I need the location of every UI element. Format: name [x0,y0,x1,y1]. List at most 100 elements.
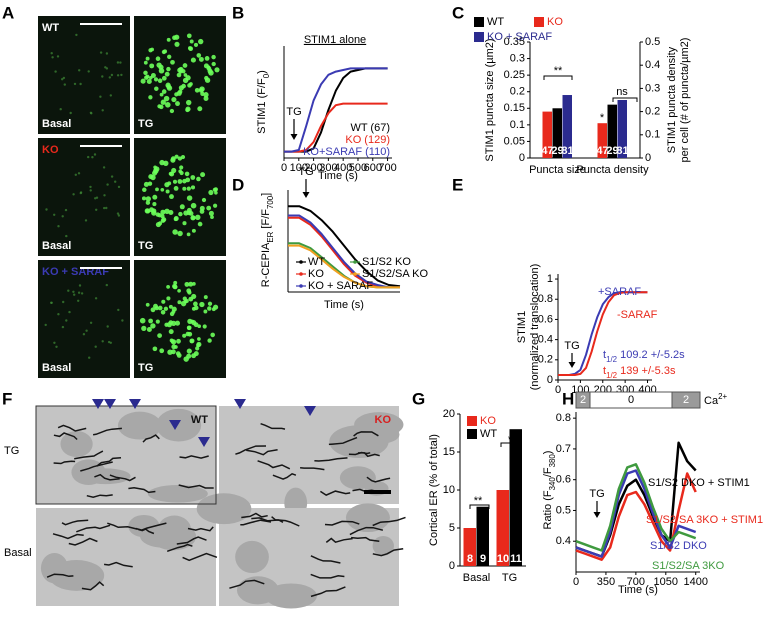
er-membrane [372,516,406,527]
panel-label: D [232,175,244,194]
puncta [161,299,166,304]
puncta [150,323,156,329]
puncta [190,202,197,209]
row-label: Basal [4,547,32,559]
legend-label: S1/S2 KO [362,256,411,268]
y-tick-label: 0 [449,560,455,572]
puncta [177,300,182,305]
annotation: TG [589,488,604,500]
puncta [143,181,149,187]
bar-count: 11 [510,553,522,565]
annotation: ** [554,65,563,77]
puncta [94,345,97,348]
puncta [99,51,103,54]
significance-bracket [612,97,638,102]
bar [476,506,489,566]
puncta [176,90,182,96]
bar-count: 81 [561,145,573,157]
bar [496,490,509,566]
y-tick-label: 0.35 [504,36,525,48]
bar [562,95,572,158]
er-membrane [240,519,272,526]
legend-label: +SARAF [598,286,641,298]
significance-bracket [500,442,521,447]
axis-label: Ratio (F340/F380) [542,451,557,530]
text-part: 340 [548,477,557,491]
puncta [211,61,216,67]
bar-count: 10 [497,553,509,565]
y-tick-label: 0 [519,152,525,164]
puncta [101,109,104,112]
legend-label: KO+SARAF (110) [303,146,390,158]
puncta [201,197,207,203]
puncta [203,309,208,314]
legend-marker [299,284,303,288]
puncta [78,69,81,72]
organelle [345,503,390,533]
puncta [155,212,161,217]
text-part: 1/2 [606,371,617,380]
series-line [288,205,401,288]
organelle [196,493,252,525]
x-tick-label: 500 [349,162,367,174]
puncta [173,280,178,285]
er-membrane [260,422,286,430]
puncta [166,37,171,42]
er-membrane [257,460,291,470]
puncta [73,82,77,86]
arrow-head [290,134,298,140]
puncta [153,165,157,170]
text-part: ] [260,193,272,196]
puncta [146,78,152,85]
puncta [210,215,214,219]
puncta [80,292,84,295]
er-membrane [235,445,267,455]
er-membrane [348,451,371,456]
puncta [120,73,123,77]
y-tick-label: 0.4 [556,535,571,547]
text-part: /F [542,467,554,477]
significance-bracket [469,504,490,509]
y2-tick-label: 0.2 [645,106,660,118]
puncta [190,175,196,180]
puncta [110,175,114,178]
organelle [156,408,202,442]
micrograph [38,138,130,256]
axis-label: per cell (# of puncta/µm2) [679,38,691,163]
axis-label: Time (s) [318,170,358,182]
legend-swatch [467,416,477,426]
text-part: 1/2 [606,355,617,364]
organelle [235,540,269,574]
solution-label: 2 [580,394,586,406]
puncta [208,189,214,196]
legend-swatch [474,32,484,42]
organelle [339,466,376,490]
puncta [191,293,197,299]
legend-marker [299,272,303,276]
puncta [145,208,151,214]
legend-label: S1/S2 DKO [650,540,707,552]
series-line [288,244,400,289]
puncta [194,87,200,93]
puncta [101,340,104,343]
puncta [79,191,83,195]
puncta [143,60,148,65]
y2-tick-label: 0.4 [645,59,660,71]
puncta [65,319,68,322]
y-tick-label: 20 [443,408,455,420]
puncta [193,42,199,47]
puncta [183,356,189,362]
text-part: 139 +/-5.3s [617,365,676,377]
organelle [147,485,208,503]
annotation: TG [298,166,313,178]
puncta [79,82,82,86]
puncta [62,300,65,304]
x-tick-label: 700 [378,162,396,174]
er-membrane [328,436,358,446]
puncta [168,329,174,335]
er-membrane [310,586,346,598]
x-tick-label: 0 [555,384,561,396]
puncta [191,353,197,359]
y-tick-label: 15 [443,446,455,458]
puncta [176,352,182,358]
